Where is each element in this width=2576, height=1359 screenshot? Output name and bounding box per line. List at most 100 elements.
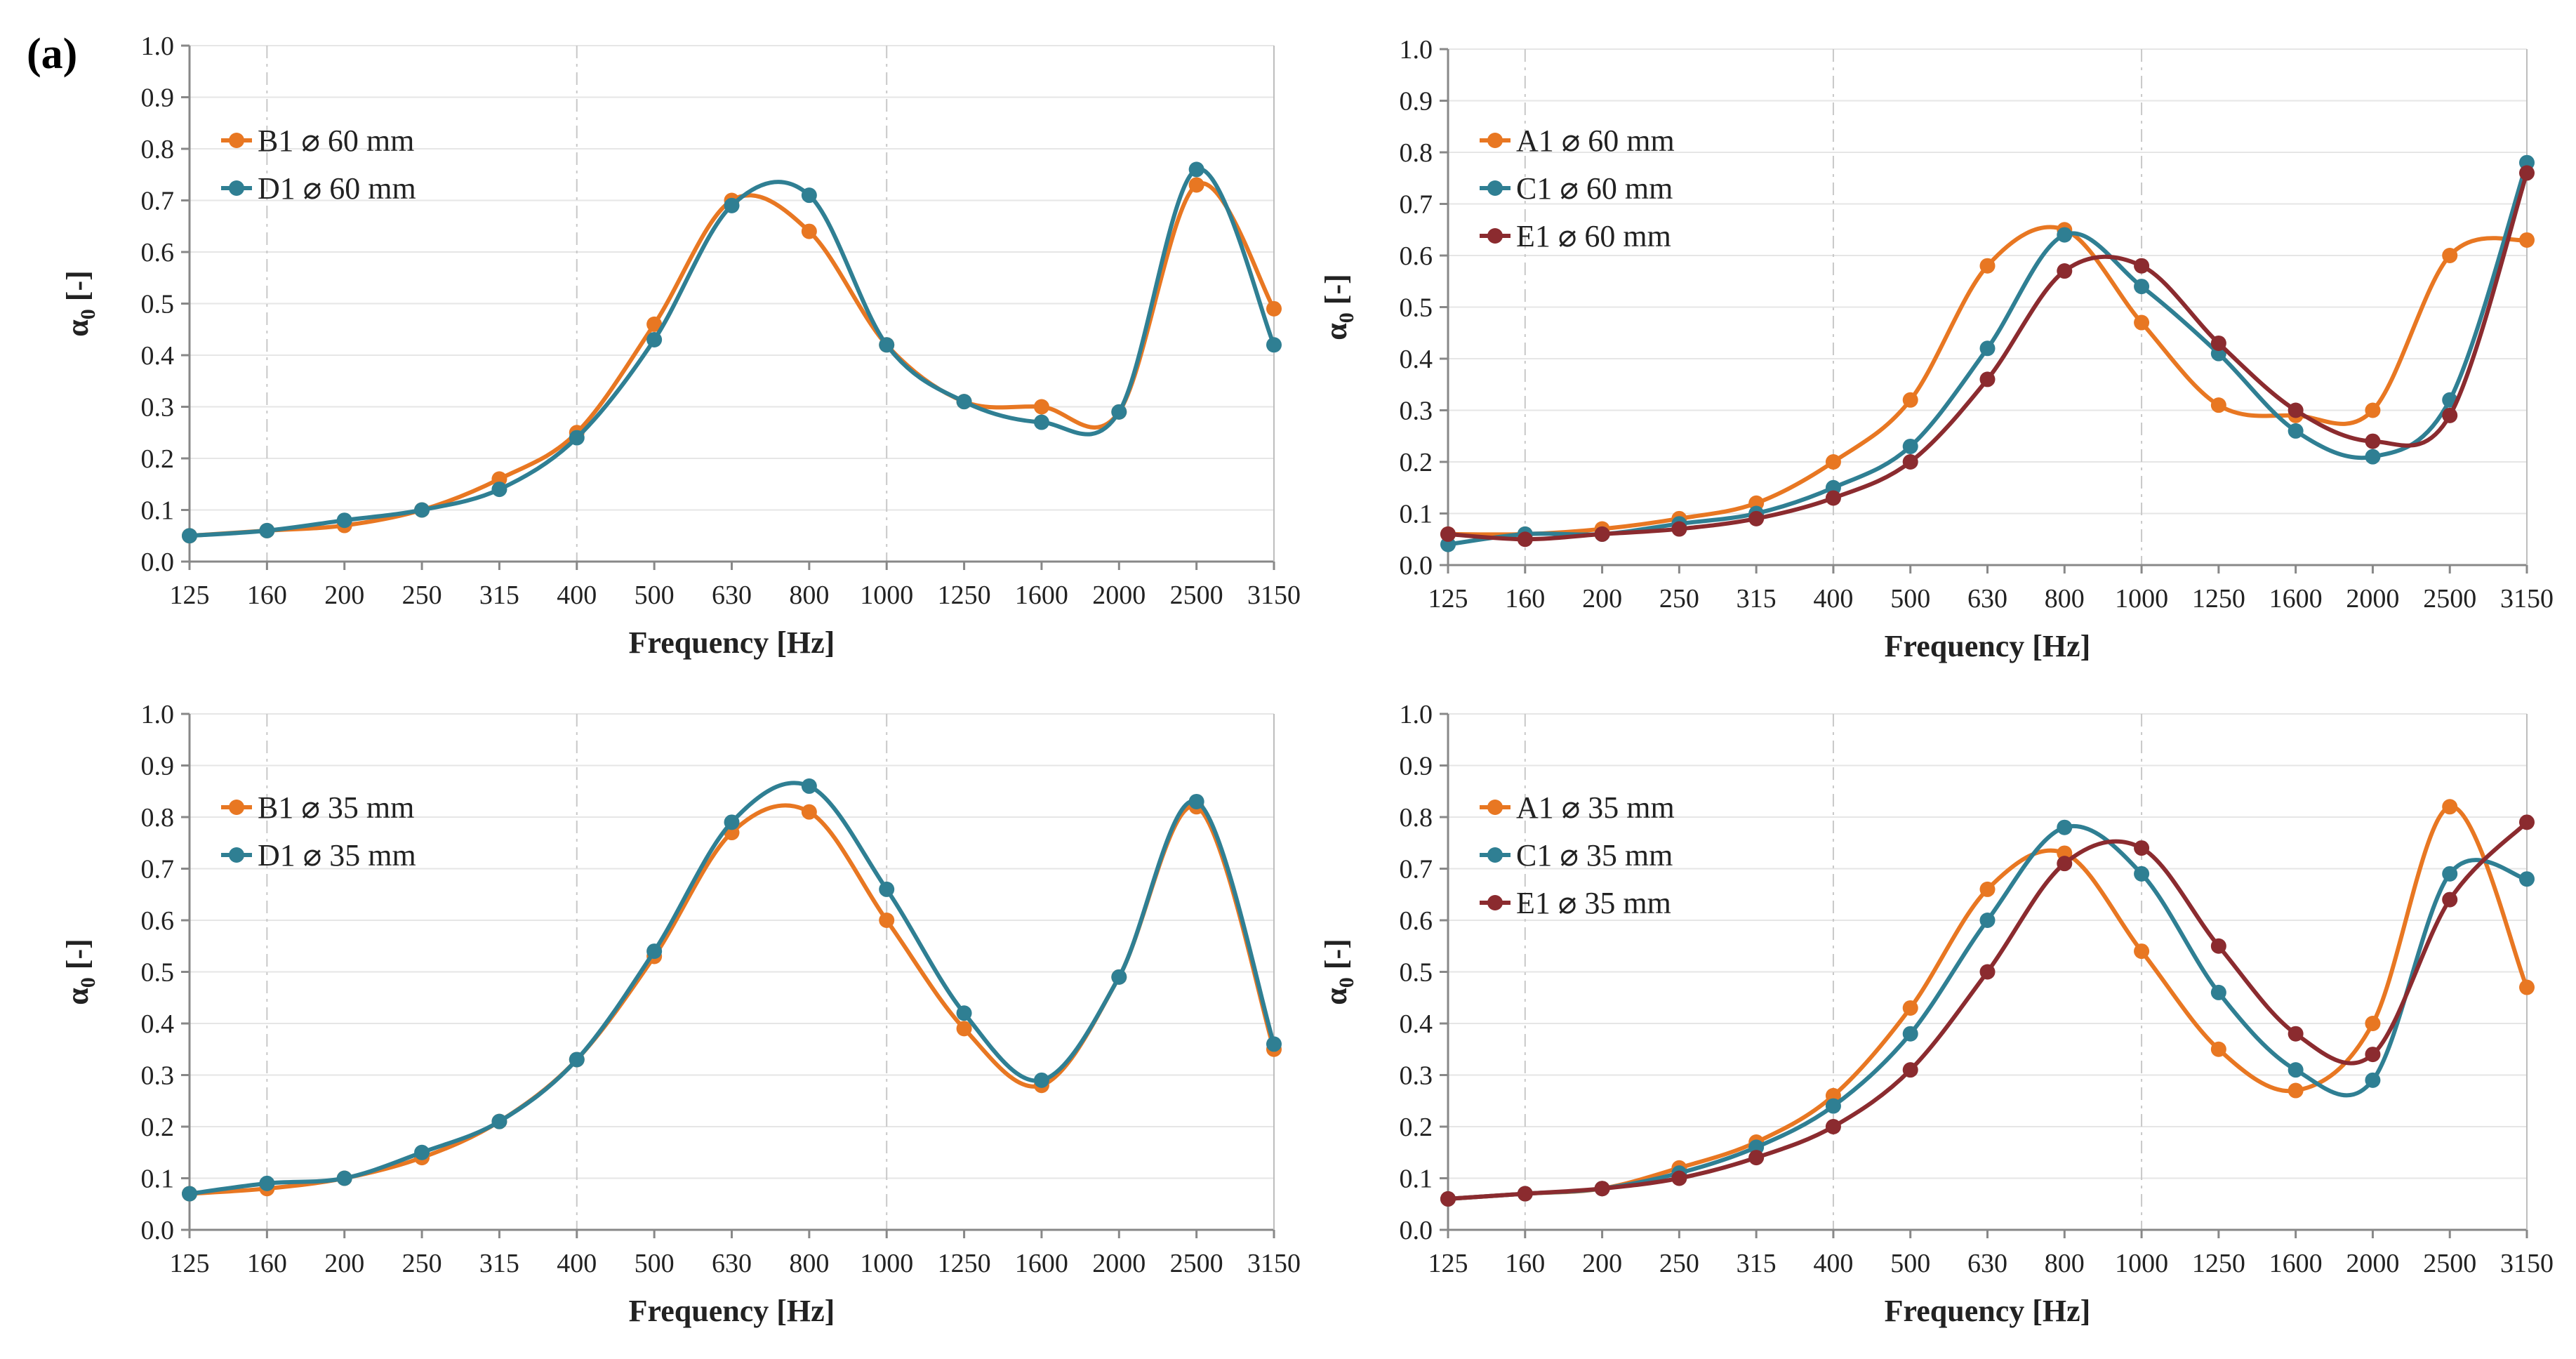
data-point — [1825, 1098, 1841, 1114]
y-tick-label: 0.2 — [141, 1113, 175, 1142]
data-point — [1902, 454, 1918, 470]
data-point — [2442, 799, 2458, 815]
legend-label: B1 ⌀ 35 mm — [258, 790, 414, 825]
x-tick-label: 160 — [1505, 1249, 1545, 1278]
legend-swatch-marker — [229, 180, 244, 196]
y-tick-label: 0.7 — [1400, 855, 1433, 884]
x-tick-label: 500 — [635, 581, 675, 610]
data-point — [879, 881, 895, 897]
x-tick-label: 125 — [170, 1249, 210, 1278]
data-point — [1111, 404, 1127, 420]
y-tick-label: 0.8 — [141, 803, 175, 833]
data-point — [1671, 521, 1687, 537]
x-tick-label: 800 — [789, 581, 829, 610]
data-point — [1979, 371, 1996, 387]
data-point — [2519, 979, 2535, 995]
x-tick-label: 315 — [1737, 1249, 1777, 1278]
data-point — [569, 1052, 585, 1068]
data-point — [801, 778, 817, 794]
data-point — [1748, 510, 1765, 526]
x-axis-title: Frequency [Hz] — [629, 1294, 835, 1328]
data-point — [2210, 397, 2226, 413]
data-point — [1033, 1072, 1049, 1088]
data-point — [2365, 402, 2381, 418]
x-tick-label: 2000 — [2346, 584, 2399, 614]
y-tick-label: 0.2 — [1400, 1113, 1433, 1142]
data-point — [2365, 1072, 2381, 1088]
x-tick-label: 250 — [402, 581, 442, 610]
x-axis-title: Frequency [Hz] — [1885, 1294, 2091, 1328]
y-tick-label: 0.2 — [141, 444, 175, 474]
data-point — [182, 1186, 197, 1202]
x-tick-label: 630 — [1967, 584, 2007, 614]
data-point — [2288, 1026, 2304, 1042]
x-tick-label: 2500 — [2423, 1249, 2476, 1278]
x-tick-label: 1600 — [1015, 1249, 1068, 1278]
x-tick-label: 250 — [402, 1249, 442, 1278]
y-tick-label: 0.6 — [141, 906, 175, 936]
series-line — [187, 781, 1276, 1196]
y-tick-label: 0.3 — [1400, 397, 1433, 426]
x-tick-label: 630 — [1967, 1249, 2007, 1278]
data-point — [491, 1113, 507, 1129]
x-tick-label: 500 — [1890, 584, 1930, 614]
x-tick-label: 2000 — [1092, 1249, 1146, 1278]
x-tick-label: 630 — [712, 1249, 752, 1278]
chart-panel-bottom-left: 0.0 0.1 0.2 0.3 0.4 0.5 0.6 0.7 0.8 0.9 1.0 125 160 2… — [60, 700, 1301, 1328]
x-tick-label: 160 — [247, 581, 287, 610]
x-tick-label: 1250 — [2192, 1249, 2245, 1278]
x-tick-label: 800 — [789, 1249, 829, 1278]
y-tick-label: 0.9 — [1400, 752, 1433, 781]
series-line — [187, 181, 1276, 538]
data-point — [491, 482, 507, 498]
chart-panel-bottom-right: 0.0 0.1 0.2 0.3 0.4 0.5 0.6 0.7 0.8 0.9 1.0 125 160 2… — [1319, 700, 2554, 1328]
x-tick-label: 1600 — [2269, 584, 2323, 614]
data-point — [2519, 165, 2535, 181]
data-point — [646, 316, 663, 332]
data-point — [1517, 1186, 1533, 1202]
legend-swatch-marker — [229, 133, 244, 148]
x-axis-title: Frequency [Hz] — [1885, 629, 2091, 663]
data-point — [801, 223, 817, 239]
x-tick-label: 2500 — [1170, 1249, 1223, 1278]
data-point — [2519, 814, 2535, 830]
data-point — [1188, 793, 1204, 809]
data-point — [1671, 1170, 1687, 1186]
legend-swatch-marker — [1487, 228, 1503, 244]
chart-panel-top-left: 0.0 0.1 0.2 0.3 0.4 0.5 0.6 0.7 0.8 0.9 1.0 125 160 2… — [60, 32, 1301, 660]
x-tick-label: 2500 — [1170, 581, 1223, 610]
x-tick-label: 1250 — [938, 1249, 991, 1278]
y-tick-label: 0.5 — [141, 290, 175, 319]
data-point — [1188, 177, 1204, 193]
legend-swatch-marker — [1487, 847, 1503, 863]
legend-swatch-marker — [229, 800, 244, 815]
x-tick-label: 1250 — [2192, 584, 2245, 614]
x-tick-label: 1600 — [1015, 581, 1068, 610]
x-tick-label: 400 — [1813, 1249, 1853, 1278]
y-tick-label: 0.0 — [1400, 551, 1433, 581]
data-point — [1979, 913, 1996, 928]
data-point — [2442, 407, 2458, 423]
data-point — [2134, 314, 2150, 331]
data-point — [1188, 161, 1204, 178]
legend-swatch-marker — [1487, 180, 1503, 196]
data-point — [336, 1170, 352, 1186]
x-tick-label: 315 — [1737, 584, 1777, 614]
x-tick-label: 1000 — [2115, 584, 2168, 614]
x-tick-label: 630 — [712, 581, 752, 610]
data-point — [2210, 938, 2226, 954]
x-tick-label: 250 — [1659, 584, 1699, 614]
data-point — [2519, 871, 2535, 887]
y-tick-label: 1.0 — [1400, 35, 1433, 65]
data-point — [2134, 840, 2150, 856]
data-point — [259, 522, 275, 538]
x-tick-label: 315 — [479, 581, 519, 610]
data-point — [801, 187, 817, 204]
legend-label: C1 ⌀ 60 mm — [1516, 171, 1673, 206]
y-tick-label: 0.1 — [141, 1165, 175, 1194]
data-point — [2057, 819, 2073, 835]
y-tick-label: 0.5 — [141, 958, 175, 988]
data-point — [1979, 340, 1996, 357]
data-point — [336, 512, 352, 529]
chart-panel-top-right: 0.0 0.1 0.2 0.3 0.4 0.5 0.6 0.7 0.8 0.9 1.0 125 160 2… — [1319, 35, 2554, 663]
